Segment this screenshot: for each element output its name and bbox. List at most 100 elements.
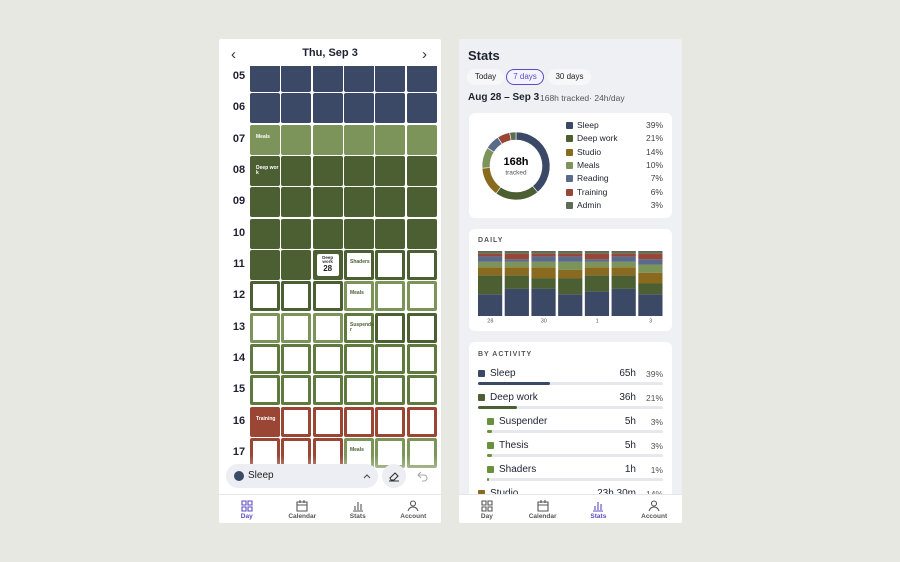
hour-block[interactable] xyxy=(406,249,437,280)
hour-block[interactable] xyxy=(343,406,374,437)
range-pill[interactable]: 30 days xyxy=(548,69,591,85)
hour-block[interactable] xyxy=(281,312,312,343)
next-day-button[interactable]: › xyxy=(422,46,427,63)
tab[interactable]: Stats xyxy=(330,495,386,523)
hour-block[interactable] xyxy=(250,281,280,312)
hour-block[interactable] xyxy=(250,343,280,374)
hour-block[interactable] xyxy=(406,312,437,343)
hour-block[interactable] xyxy=(343,218,374,249)
hour-block[interactable] xyxy=(312,375,343,406)
tab[interactable]: Account xyxy=(626,495,682,523)
hour-block[interactable] xyxy=(250,66,280,92)
hour-block[interactable] xyxy=(343,93,374,124)
hour-block[interactable]: Deep work xyxy=(250,155,280,186)
hour-block[interactable] xyxy=(250,249,280,280)
hour-block[interactable] xyxy=(375,375,406,406)
hour-block[interactable]: Shaders xyxy=(343,249,374,280)
hour-block[interactable]: Meals xyxy=(343,281,374,312)
range-pill[interactable]: Today xyxy=(467,69,504,85)
hour-block[interactable] xyxy=(281,218,312,249)
hour-block[interactable] xyxy=(281,155,312,186)
hour-block[interactable] xyxy=(343,187,374,218)
hour-block[interactable] xyxy=(375,406,406,437)
bar-segment xyxy=(584,253,610,260)
hour-block[interactable] xyxy=(375,155,406,186)
hour-block[interactable] xyxy=(312,124,343,155)
range-label: 30 days xyxy=(555,72,584,81)
hour-block[interactable] xyxy=(406,155,437,186)
prev-day-button[interactable]: ‹ xyxy=(231,46,236,63)
hour-block[interactable] xyxy=(281,93,312,124)
hour-block[interactable] xyxy=(406,66,437,92)
hour-block[interactable]: Suspender xyxy=(343,312,374,343)
hour-block[interactable] xyxy=(281,66,312,92)
tab-icon xyxy=(296,500,308,512)
hour-block[interactable] xyxy=(375,343,406,374)
hour-block[interactable] xyxy=(343,343,374,374)
x-tick-label: 28 xyxy=(487,318,493,324)
tab[interactable]: Calendar xyxy=(515,495,571,523)
hour-block[interactable]: Deep work 28 xyxy=(312,249,343,280)
tab[interactable]: Calendar xyxy=(275,495,331,523)
hour-block[interactable] xyxy=(406,124,437,155)
hour-block[interactable] xyxy=(375,249,406,280)
hour-block[interactable] xyxy=(406,281,437,312)
tab-icon xyxy=(648,500,660,512)
hour-block[interactable] xyxy=(312,93,343,124)
hour-block[interactable] xyxy=(250,93,280,124)
hour-block[interactable] xyxy=(312,312,343,343)
tab[interactable]: Stats xyxy=(571,495,627,523)
hour-block[interactable] xyxy=(250,218,280,249)
hour-block[interactable] xyxy=(375,281,406,312)
hour-block[interactable] xyxy=(375,187,406,218)
hour-block[interactable] xyxy=(281,187,312,218)
hour-block[interactable]: Meals xyxy=(250,124,280,155)
hour-block[interactable] xyxy=(281,124,312,155)
hour-block[interactable] xyxy=(406,93,437,124)
hour-block[interactable] xyxy=(312,281,343,312)
tab[interactable]: Account xyxy=(386,495,442,523)
hour-block[interactable] xyxy=(406,375,437,406)
block-label: Meals xyxy=(256,133,270,140)
eraser-button[interactable] xyxy=(382,464,406,488)
hour-block[interactable] xyxy=(312,66,343,92)
hour-block[interactable] xyxy=(250,187,280,218)
hour-block[interactable] xyxy=(343,375,374,406)
undo-icon xyxy=(417,471,428,482)
hour-block[interactable] xyxy=(312,343,343,374)
hour-block[interactable] xyxy=(375,93,406,124)
hour-block[interactable] xyxy=(343,124,374,155)
hour-block[interactable] xyxy=(406,406,437,437)
bar-segment xyxy=(611,288,636,316)
activity-hours: 23h 30m xyxy=(597,489,636,499)
hour-block[interactable] xyxy=(406,343,437,374)
undo-button[interactable] xyxy=(417,470,429,482)
tab[interactable]: Day xyxy=(459,495,515,523)
hour-block[interactable] xyxy=(406,187,437,218)
hour-block[interactable] xyxy=(343,155,374,186)
hour-block[interactable] xyxy=(375,66,406,92)
hour-block[interactable] xyxy=(281,406,312,437)
hour-block[interactable] xyxy=(281,343,312,374)
hour-block[interactable] xyxy=(281,375,312,406)
tab[interactable]: Day xyxy=(219,495,275,523)
activity-name: Thesis xyxy=(499,440,529,451)
hour-block[interactable] xyxy=(281,281,312,312)
activity-picker[interactable]: Sleep xyxy=(226,464,378,488)
bar-segment xyxy=(478,294,503,316)
hour-block[interactable] xyxy=(250,312,280,343)
hour-block[interactable]: Training xyxy=(250,406,280,437)
hour-block[interactable] xyxy=(312,155,343,186)
hour-block[interactable] xyxy=(250,375,280,406)
hour-block[interactable] xyxy=(312,218,343,249)
hour-block[interactable] xyxy=(406,218,437,249)
range-pill[interactable]: 7 days xyxy=(506,69,544,85)
hour-block[interactable] xyxy=(312,406,343,437)
hour-block[interactable] xyxy=(343,66,374,92)
hour-block[interactable] xyxy=(375,124,406,155)
activity-hours: 65h xyxy=(619,368,636,379)
hour-block[interactable] xyxy=(312,187,343,218)
hour-block[interactable] xyxy=(281,249,312,280)
hour-block[interactable] xyxy=(375,312,406,343)
hour-block[interactable] xyxy=(375,218,406,249)
